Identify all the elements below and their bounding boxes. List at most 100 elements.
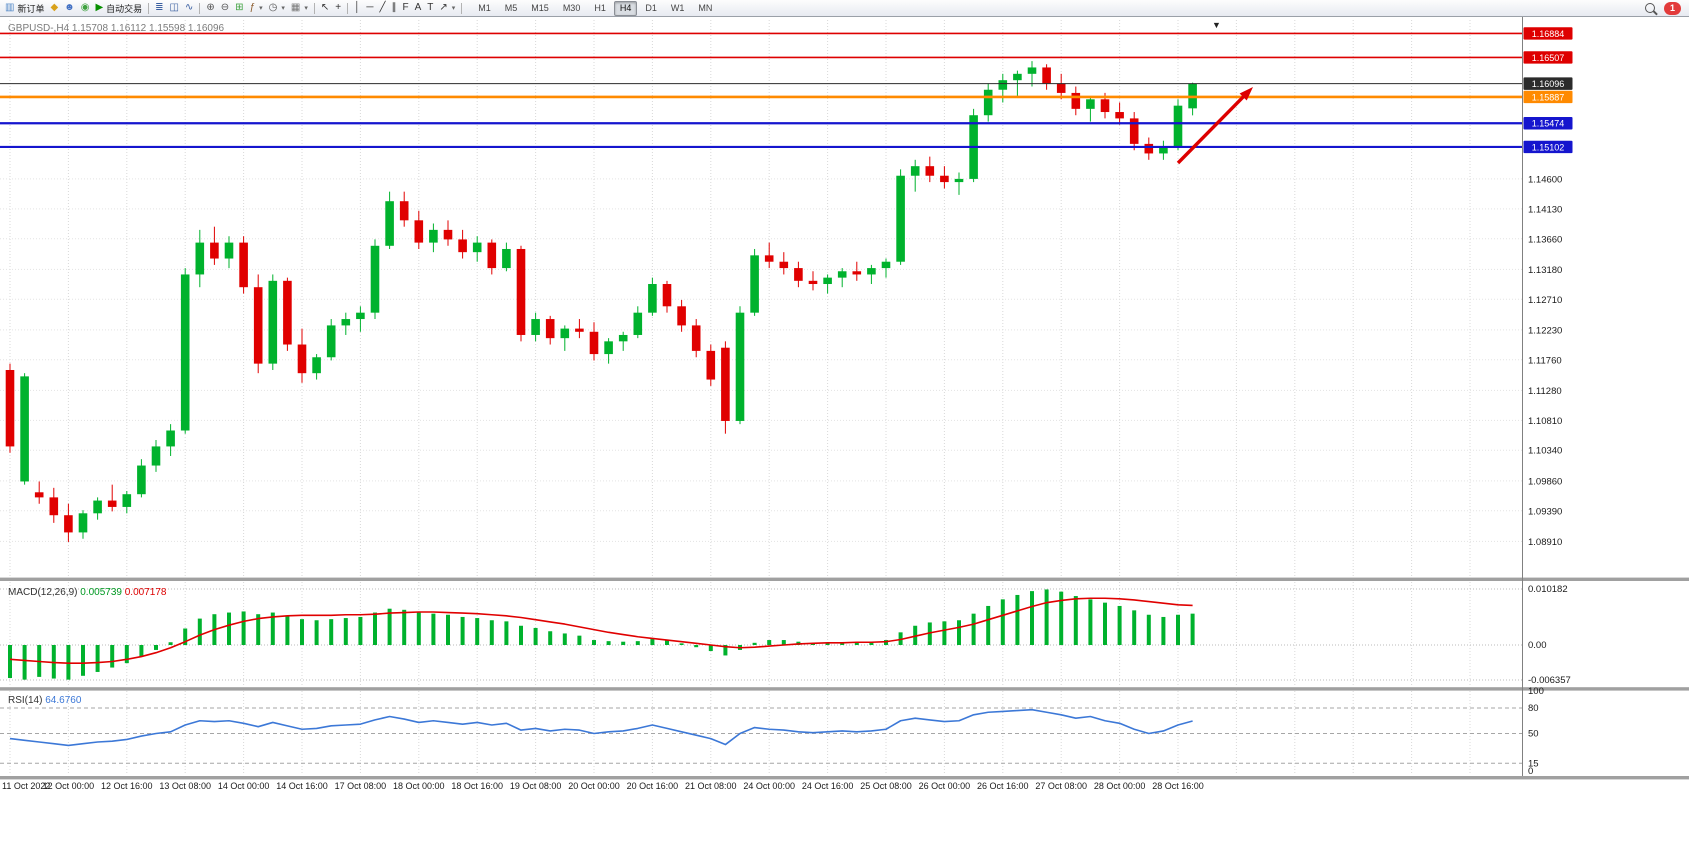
- crosshair-icon[interactable]: +: [332, 1, 344, 15]
- candle: [107, 484, 117, 512]
- timeframe-d1[interactable]: D1: [645, 2, 657, 13]
- candle: [823, 274, 832, 294]
- timeframe-mn[interactable]: MN: [698, 2, 713, 13]
- zoom-in-icon[interactable]: ⊕: [203, 1, 217, 15]
- equidistant-channel-icon[interactable]: ∥: [388, 1, 399, 15]
- caret-down-icon: ▾: [304, 5, 308, 12]
- panel-separator[interactable]: [0, 687, 1689, 691]
- price-axis-label: 1.14130: [1528, 204, 1562, 215]
- time-axis-label: 12 Oct 16:00: [101, 781, 153, 791]
- candle: [253, 274, 263, 374]
- candle: [706, 344, 716, 386]
- timeframe-m5[interactable]: M5: [504, 2, 518, 13]
- timeframe-m1[interactable]: M1: [478, 2, 491, 13]
- indicators-icon[interactable]: ƒ ▾: [247, 1, 266, 15]
- time-axis-label: 20 Oct 00:00: [568, 781, 620, 791]
- candle: [750, 248, 759, 316]
- trend-arrow[interactable]: [1176, 87, 1253, 165]
- candle: [472, 236, 482, 262]
- timeframe-m30[interactable]: M30: [562, 2, 581, 13]
- trendline-icon[interactable]: ╱: [376, 1, 388, 15]
- candle: [604, 338, 613, 364]
- tile-windows-icon[interactable]: ⊞: [232, 1, 246, 15]
- arrows-tool-icon: ↗: [439, 2, 448, 13]
- bar-chart-icon[interactable]: ≣: [152, 1, 166, 15]
- fibonacci-icon[interactable]: F: [399, 1, 411, 15]
- data-window-icon: ☻: [64, 2, 75, 13]
- price-scale[interactable]: 1.14600 1.14130 1.13660 1.13180 1.12710 1.122…: [1522, 16, 1573, 777]
- text-icon[interactable]: A: [412, 1, 425, 15]
- panel-separator[interactable]: [0, 577, 1689, 581]
- new-order-button-label: 新订单: [17, 3, 45, 14]
- candle: [764, 242, 774, 269]
- candle: [34, 481, 44, 504]
- price-axis-label: 1.12710: [1528, 295, 1562, 306]
- candle: [166, 424, 175, 456]
- templates-icon[interactable]: ▦ ▾: [288, 1, 311, 15]
- search-icon[interactable]: [1642, 1, 1658, 15]
- candle: [1159, 140, 1168, 160]
- candle: [399, 191, 409, 227]
- candle: [779, 252, 789, 275]
- vertical-line-icon: │: [354, 2, 361, 13]
- candles-layer: [5, 61, 1197, 542]
- line-chart-icon: ∿: [185, 2, 194, 13]
- market-watch-icon[interactable]: ◆: [47, 1, 61, 15]
- candle: [954, 172, 964, 195]
- zoom-out-icon[interactable]: ⊖: [218, 1, 232, 15]
- rsi-axis-label: 80: [1528, 703, 1539, 714]
- toolbar-separator: [461, 2, 463, 14]
- notification-badge[interactable]: 1: [1664, 1, 1681, 15]
- timeframe-w1[interactable]: W1: [670, 2, 685, 13]
- candle: [210, 226, 219, 265]
- time-axis-label: 24 Oct 16:00: [802, 781, 854, 791]
- candle: [502, 242, 511, 272]
- scroll-to-end-marker[interactable]: ▼: [1212, 20, 1221, 30]
- zoom-out-icon: ⊖: [220, 2, 230, 13]
- toolbar-left: ▥ 新订单 ◆ ☻ ◉ ▶ 自动交易 ≣ ◫ ∿ ⊕ ⊖ ⊞ ƒ ▾ ◷ ▾ ▦ ▾ ↖ + │ ─ ╱ ∥ F A T ↗ ▾: [2, 1, 465, 15]
- candle: [662, 280, 672, 313]
- navigator-icon[interactable]: ◉: [78, 1, 93, 15]
- candle: [735, 306, 745, 425]
- candle: [983, 83, 993, 122]
- trendline-icon: ╱: [379, 2, 386, 13]
- time-axis-label: 26 Oct 00:00: [919, 781, 971, 791]
- timeframe-h1[interactable]: H1: [594, 2, 606, 13]
- arrows-tool-icon[interactable]: ↗ ▾: [436, 1, 458, 15]
- autotrading-icon: ▶: [95, 2, 104, 13]
- time-axis-label: 26 Oct 16:00: [977, 781, 1029, 791]
- candle: [326, 319, 336, 361]
- price-axis-label: 1.11760: [1528, 355, 1562, 366]
- time-axis-label: 13 Oct 08:00: [159, 781, 211, 791]
- candle: [151, 440, 161, 472]
- periods-icon[interactable]: ◷ ▾: [266, 1, 288, 15]
- time-axis-label: 28 Oct 00:00: [1094, 781, 1146, 791]
- timeframe-group: M1 M5 M15 M30 H1 H4 D1 W1 MN: [471, 0, 719, 16]
- candlestick-chart-icon[interactable]: ◫: [167, 1, 182, 15]
- timeframe-h4[interactable]: H4: [613, 0, 638, 16]
- toolbar-separator: [313, 2, 315, 14]
- autotrading-button[interactable]: ▶ 自动交易: [92, 1, 145, 15]
- candlestick-chart-icon: ◫: [169, 2, 179, 13]
- candle: [925, 156, 935, 183]
- candle: [370, 239, 380, 320]
- time-axis-label: 14 Oct 16:00: [276, 781, 328, 791]
- horizontal-line-icon[interactable]: ─: [363, 1, 376, 15]
- cursor-icon[interactable]: ↖: [318, 1, 332, 15]
- price-axis-label: 1.09390: [1528, 506, 1562, 517]
- toolbar: ▥ 新订单 ◆ ☻ ◉ ▶ 自动交易 ≣ ◫ ∿ ⊕ ⊖ ⊞ ƒ ▾ ◷ ▾ ▦ ▾ ↖ + │ ─ ╱ ∥ F A T ↗ ▾ M1 M5…: [0, 0, 1689, 17]
- candle: [633, 306, 643, 339]
- panel-separator[interactable]: [0, 776, 1689, 780]
- vertical-line-icon[interactable]: │: [351, 1, 363, 15]
- timeframe-m15[interactable]: M15: [531, 2, 549, 13]
- candle: [545, 315, 555, 345]
- data-window-icon[interactable]: ☻: [61, 1, 78, 15]
- candle: [78, 510, 88, 539]
- label-icon[interactable]: T: [424, 1, 436, 15]
- price-axis-label: 1.12230: [1528, 325, 1562, 336]
- new-order-button[interactable]: ▥ 新订单: [2, 1, 47, 15]
- line-chart-icon[interactable]: ∿: [182, 1, 196, 15]
